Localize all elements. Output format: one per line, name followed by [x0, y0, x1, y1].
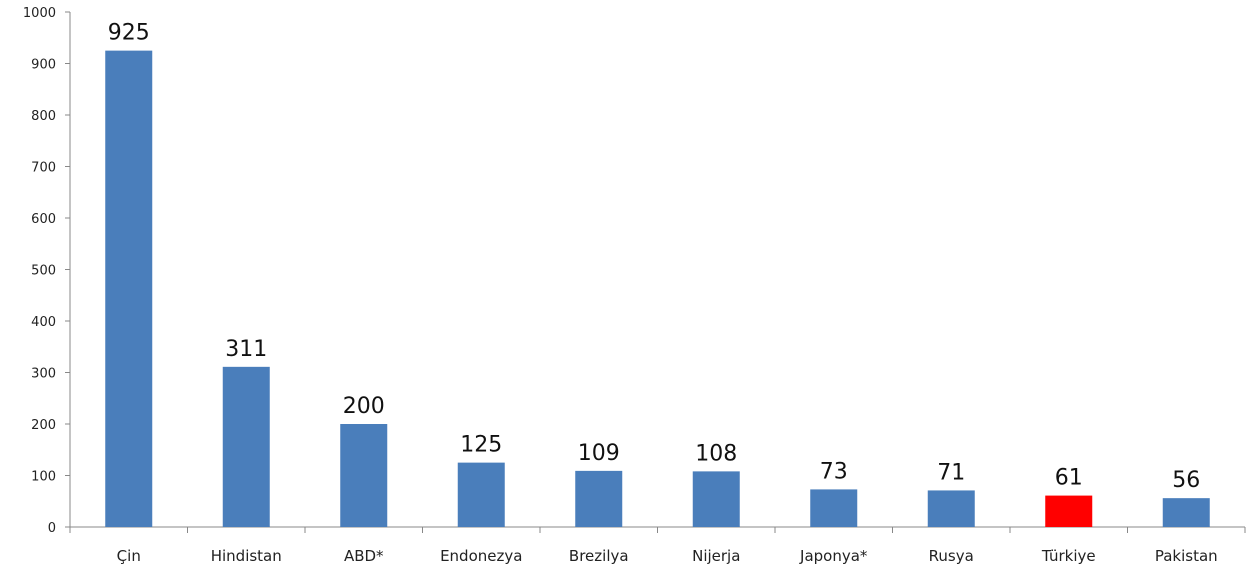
- bar-pakistan: [1162, 498, 1210, 527]
- bar-endonezya: [457, 462, 505, 527]
- data-label: 200: [343, 394, 385, 419]
- y-tick-label: 800: [31, 109, 56, 124]
- data-label: 56: [1172, 468, 1200, 493]
- bar-japonya: [810, 489, 858, 527]
- bar-in: [105, 50, 153, 527]
- category-label: Rusya: [929, 547, 974, 565]
- chart-axes: 0 100 200 300 400 500 600 700 800 900 1000: [23, 6, 1246, 536]
- bar-brezilya: [575, 470, 623, 527]
- category-label: Endonezya: [440, 547, 522, 565]
- category-label: Çin: [117, 547, 141, 565]
- data-label: 109: [578, 441, 620, 466]
- data-label: 925: [108, 21, 150, 46]
- y-tick-label: 500: [31, 264, 56, 279]
- data-label: 125: [460, 433, 502, 458]
- chart-bars: [105, 50, 1210, 527]
- bar-rusya: [927, 490, 975, 527]
- y-tick-label: 300: [31, 367, 56, 382]
- category-label: ABD*: [344, 547, 384, 565]
- category-label: Brezilya: [569, 547, 629, 565]
- data-label: 71: [937, 460, 965, 485]
- y-tick-label: 0: [48, 521, 56, 536]
- category-label: Japonya*: [799, 547, 868, 565]
- y-tick-label: 100: [31, 470, 56, 485]
- category-label: Hindistan: [211, 547, 282, 565]
- y-tick-label: 1000: [23, 6, 56, 21]
- bar-abd: [340, 424, 388, 527]
- y-tick-label: 900: [31, 58, 56, 73]
- data-label: 73: [820, 459, 848, 484]
- bar-trkiye: [1045, 495, 1093, 527]
- category-label: Türkiye: [1041, 547, 1096, 565]
- bar-nijerja: [692, 471, 740, 527]
- y-tick-label: 200: [31, 418, 56, 433]
- chart-labels: 925 Çin 311 Hindistan 200 ABD* 125 Endonezya 109…: [108, 21, 1218, 565]
- y-tick-label: 700: [31, 161, 56, 176]
- data-label: 108: [695, 441, 737, 466]
- data-label: 61: [1055, 466, 1083, 491]
- y-tick-label: 600: [31, 212, 56, 227]
- category-label: Nijerja: [692, 547, 740, 565]
- y-tick-label: 400: [31, 315, 56, 330]
- data-label: 311: [225, 337, 267, 362]
- bar-hindistan: [222, 366, 270, 527]
- category-label: Pakistan: [1155, 547, 1218, 565]
